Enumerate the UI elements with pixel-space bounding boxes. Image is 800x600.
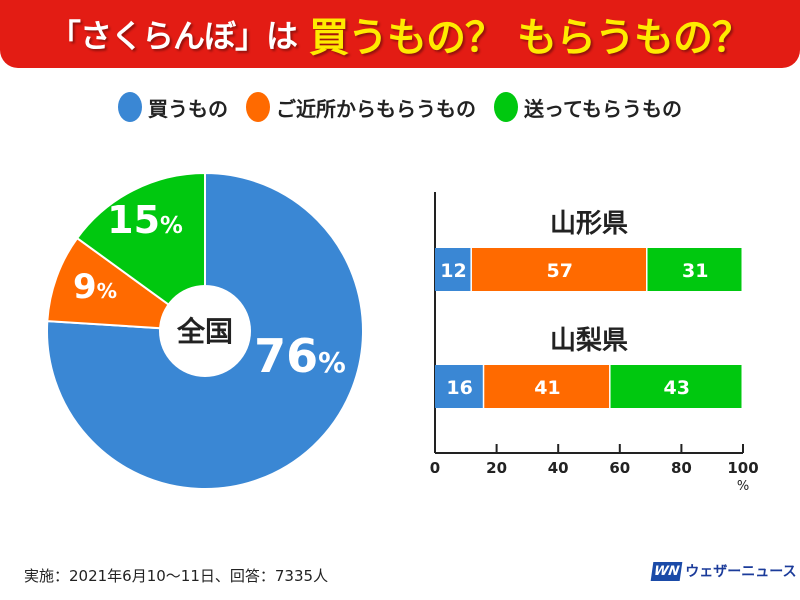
bar-value-label: 57 — [547, 260, 573, 282]
title-banner: 「さくらんぼ」は 買うもの？ もらうもの？ — [0, 0, 800, 68]
bar-value-label: 16 — [446, 377, 472, 399]
bar-segment — [610, 365, 742, 408]
pie-center-label: 全国 — [176, 315, 233, 348]
stacked-bar-chart: 0 20 40 60 80 100% 山形県 12 57 31 山梨県 16 41 43 — [430, 192, 759, 494]
x-tick-label: 100 — [727, 459, 758, 477]
bar-value-label: 12 — [440, 260, 466, 282]
bar-value-label: 31 — [682, 260, 708, 282]
legend-label: ご近所からもらうもの — [276, 96, 476, 121]
bar-value-label: 43 — [664, 377, 690, 399]
legend-item-neighbor: ご近所からもらうもの — [246, 92, 476, 122]
x-tick-label: 0 — [430, 459, 440, 477]
legend-swatch — [494, 92, 518, 122]
survey-footnote: 実施：2021年6月10〜11日、回答：7335人 — [24, 567, 329, 585]
pie-label: 9% — [73, 267, 117, 307]
logo-text: ウェザーニュース — [685, 564, 797, 580]
bar-category-label: 山梨県 — [550, 326, 628, 356]
bar-segment — [435, 365, 483, 408]
pie-center-hole — [159, 285, 251, 377]
logo-mark: WN — [650, 561, 683, 581]
bar-value-label: 41 — [534, 377, 560, 399]
title-part2: 買うもの？ もらうもの？ — [309, 15, 752, 61]
pie-chart: 76% 9% 15% 全国 — [46, 171, 364, 490]
pie-label: 15% — [107, 198, 183, 242]
bar-segment — [435, 248, 471, 291]
legend-label: 送ってもらうもの — [524, 96, 682, 121]
legend-item-buy: 買うもの — [118, 92, 228, 122]
bar-segment — [471, 248, 647, 291]
pie-label: 76% — [254, 329, 346, 383]
x-tick-label: 40 — [548, 459, 569, 477]
legend-item-sent: 送ってもらうもの — [494, 92, 682, 122]
legend-swatch — [246, 92, 270, 122]
x-axis-unit: % — [737, 479, 749, 494]
legend: 買うもの ご近所からもらうもの 送ってもらうもの — [0, 92, 800, 122]
legend-label: 買うもの — [148, 96, 228, 121]
bar-segment — [647, 248, 742, 291]
x-tick-label: 20 — [486, 459, 507, 477]
legend-swatch — [118, 92, 142, 122]
title-part1: 「さくらんぼ」は — [49, 17, 298, 55]
weathernews-logo: WN ウェザーニュース — [650, 561, 797, 581]
bar-segment — [484, 365, 610, 408]
pie-slice — [75, 171, 206, 333]
bar-category-label: 山形県 — [550, 209, 628, 239]
x-tick-label: 80 — [671, 459, 692, 477]
x-tick-label: 60 — [609, 459, 630, 477]
